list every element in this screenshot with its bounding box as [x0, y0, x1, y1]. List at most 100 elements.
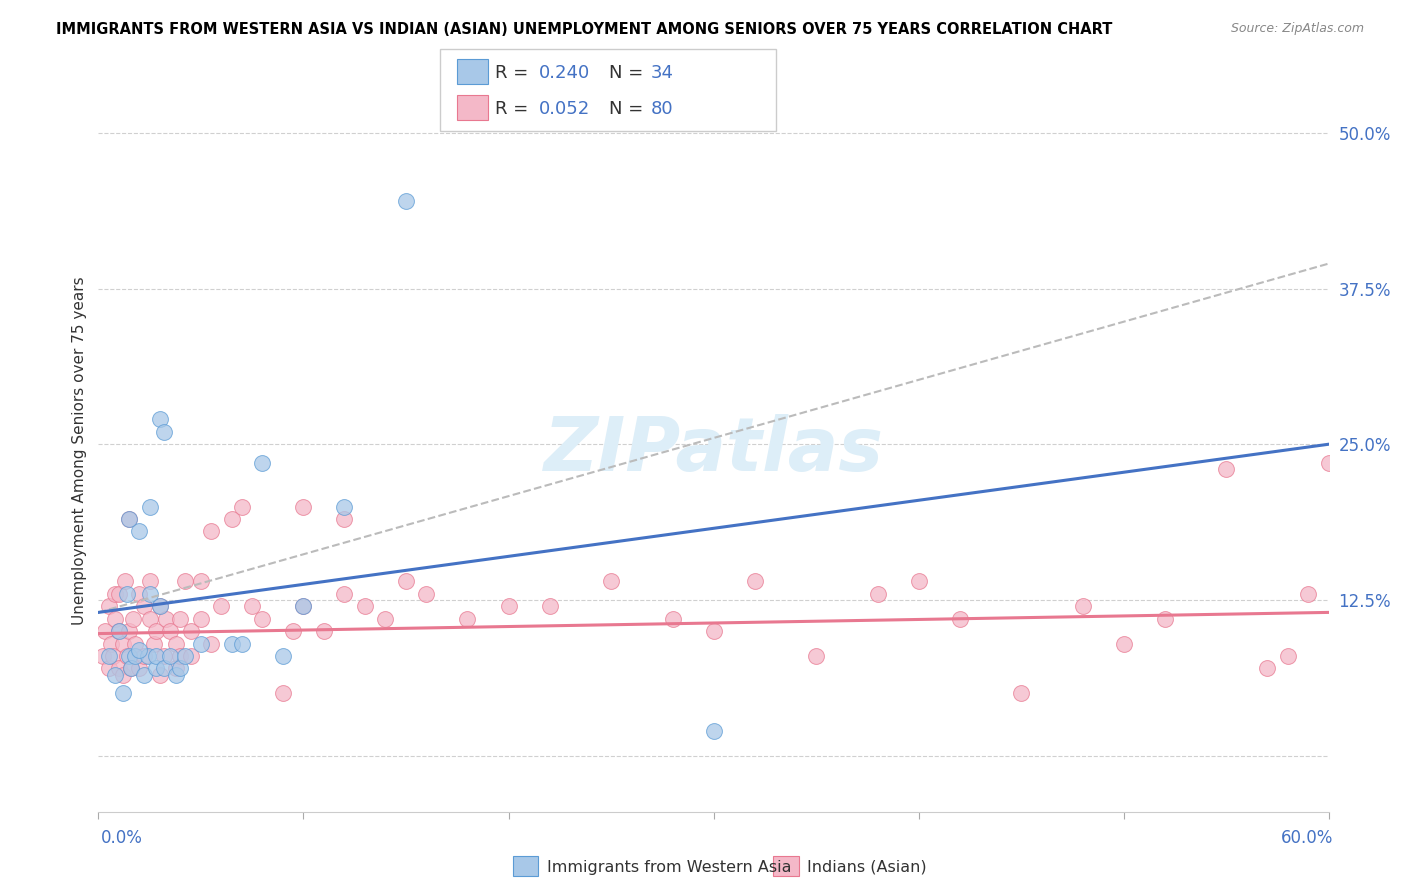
Point: [165, 661, 187, 675]
Point: [118, 512, 141, 526]
Point: [169, 661, 191, 675]
Point: [115, 648, 138, 663]
Point: [703, 723, 725, 738]
Point: [1112, 636, 1135, 650]
Text: R =: R =: [495, 64, 534, 82]
Point: [165, 636, 187, 650]
Point: [312, 624, 335, 639]
Point: [93, 624, 115, 639]
Point: [114, 574, 136, 589]
Point: [112, 667, 135, 681]
Point: [1071, 599, 1094, 614]
Point: [190, 612, 212, 626]
Point: [173, 574, 195, 589]
Point: [169, 612, 191, 626]
Point: [118, 648, 141, 663]
Point: [149, 599, 172, 614]
Point: [118, 624, 141, 639]
Point: [949, 612, 972, 626]
Point: [231, 636, 253, 650]
Point: [145, 661, 167, 675]
Point: [104, 667, 127, 681]
Point: [108, 624, 131, 639]
Point: [97, 661, 120, 675]
Text: 60.0%: 60.0%: [1281, 829, 1333, 847]
Point: [457, 612, 479, 626]
Point: [415, 587, 437, 601]
Text: Immigrants from Western Asia: Immigrants from Western Asia: [547, 860, 792, 874]
Point: [395, 194, 418, 209]
Point: [159, 648, 181, 663]
Point: [200, 636, 222, 650]
Point: [180, 624, 202, 639]
Point: [374, 612, 396, 626]
Text: N =: N =: [609, 64, 648, 82]
Point: [190, 636, 212, 650]
Point: [149, 412, 172, 426]
Point: [1153, 612, 1175, 626]
Point: [138, 587, 160, 601]
Point: [661, 612, 683, 626]
Point: [169, 648, 191, 663]
Point: [153, 425, 176, 439]
Point: [252, 612, 274, 626]
Point: [703, 624, 725, 639]
Point: [136, 648, 159, 663]
Text: 0.052: 0.052: [538, 100, 589, 118]
Text: 0.0%: 0.0%: [101, 829, 143, 847]
Point: [104, 612, 127, 626]
Point: [292, 500, 315, 514]
Point: [165, 667, 187, 681]
Point: [115, 587, 138, 601]
Point: [101, 648, 124, 663]
Point: [128, 524, 150, 539]
Point: [120, 661, 142, 675]
Point: [132, 667, 155, 681]
Point: [132, 648, 155, 663]
Point: [600, 574, 623, 589]
Point: [100, 636, 122, 650]
Text: R =: R =: [495, 100, 534, 118]
Point: [159, 624, 181, 639]
Point: [866, 587, 889, 601]
Point: [112, 636, 135, 650]
Point: [333, 512, 356, 526]
Point: [292, 599, 315, 614]
Point: [221, 512, 243, 526]
Text: Source: ZipAtlas.com: Source: ZipAtlas.com: [1230, 22, 1364, 36]
Point: [128, 587, 150, 601]
Point: [104, 587, 127, 601]
Point: [91, 648, 114, 663]
Point: [1296, 587, 1319, 601]
Point: [108, 624, 131, 639]
Point: [333, 500, 356, 514]
Point: [333, 587, 356, 601]
Point: [173, 648, 195, 663]
Point: [498, 599, 520, 614]
Point: [292, 599, 315, 614]
Point: [354, 599, 377, 614]
Point: [1215, 462, 1237, 476]
Point: [1277, 648, 1299, 663]
Point: [138, 612, 160, 626]
Point: [231, 500, 253, 514]
Point: [142, 636, 165, 650]
Point: [190, 574, 212, 589]
Text: 80: 80: [651, 100, 673, 118]
Point: [283, 624, 305, 639]
Point: [240, 599, 263, 614]
Point: [108, 661, 131, 675]
Point: [271, 648, 294, 663]
Point: [145, 624, 167, 639]
Text: IMMIGRANTS FROM WESTERN ASIA VS INDIAN (ASIAN) UNEMPLOYMENT AMONG SENIORS OVER 7: IMMIGRANTS FROM WESTERN ASIA VS INDIAN (…: [56, 22, 1112, 37]
Point: [538, 599, 561, 614]
Point: [118, 512, 141, 526]
Point: [153, 661, 176, 675]
Point: [149, 599, 172, 614]
Point: [149, 667, 172, 681]
Point: [122, 612, 145, 626]
Point: [1256, 661, 1278, 675]
Point: [138, 574, 160, 589]
Point: [180, 648, 202, 663]
Point: [155, 612, 177, 626]
